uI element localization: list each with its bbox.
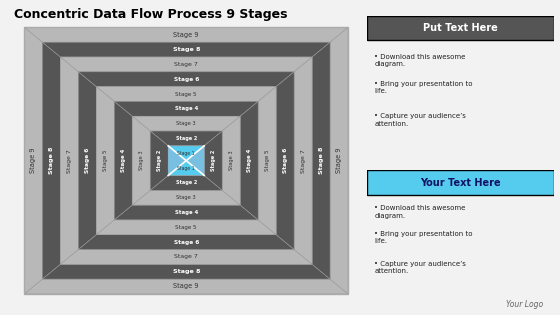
Polygon shape <box>43 42 60 279</box>
Text: Stage 3: Stage 3 <box>176 121 196 126</box>
Polygon shape <box>24 279 348 294</box>
Polygon shape <box>24 27 348 42</box>
Text: Stage 1: Stage 1 <box>178 166 195 170</box>
Polygon shape <box>204 131 222 190</box>
Text: Stage 6: Stage 6 <box>174 77 199 82</box>
Text: Stage 6: Stage 6 <box>174 240 199 244</box>
Text: Stage 9: Stage 9 <box>174 32 199 38</box>
Text: • Capture your audience’s
attention.: • Capture your audience’s attention. <box>374 113 466 127</box>
Text: Stage 9: Stage 9 <box>336 148 342 173</box>
Polygon shape <box>60 57 78 264</box>
Text: Your Logo: Your Logo <box>506 300 543 309</box>
Polygon shape <box>150 131 168 190</box>
Polygon shape <box>114 101 258 116</box>
Text: Stage 2: Stage 2 <box>176 136 197 141</box>
Text: Stage 2: Stage 2 <box>157 150 162 171</box>
Text: Put Text Here: Put Text Here <box>423 23 498 33</box>
Polygon shape <box>330 27 348 294</box>
Text: Stage 9: Stage 9 <box>174 284 199 289</box>
Text: • Capture your audience’s
attention.: • Capture your audience’s attention. <box>374 261 466 274</box>
FancyBboxPatch shape <box>367 16 554 40</box>
FancyBboxPatch shape <box>367 170 554 195</box>
Polygon shape <box>222 116 240 205</box>
Text: Stage 8: Stage 8 <box>49 147 54 174</box>
Text: • Download this awesome
diagram.: • Download this awesome diagram. <box>374 54 466 67</box>
Polygon shape <box>114 101 132 220</box>
Text: Stage 8: Stage 8 <box>172 269 200 274</box>
Polygon shape <box>132 116 150 205</box>
Polygon shape <box>78 235 294 249</box>
Polygon shape <box>96 87 276 101</box>
Polygon shape <box>24 27 43 294</box>
Text: Stage 6: Stage 6 <box>85 148 90 173</box>
Polygon shape <box>258 87 276 235</box>
Polygon shape <box>132 116 240 131</box>
Polygon shape <box>114 205 258 220</box>
Polygon shape <box>240 101 258 220</box>
Polygon shape <box>276 72 294 249</box>
Polygon shape <box>294 57 312 264</box>
Text: • Bring your presentation to
life.: • Bring your presentation to life. <box>374 231 473 244</box>
Text: Stage 4: Stage 4 <box>175 106 198 111</box>
Text: Stage 1: Stage 1 <box>178 151 195 156</box>
Text: Stage 5: Stage 5 <box>265 150 269 171</box>
Polygon shape <box>168 146 186 175</box>
Text: Stage 4: Stage 4 <box>246 149 251 172</box>
Text: Stage 3: Stage 3 <box>228 151 234 170</box>
Polygon shape <box>150 175 222 190</box>
Text: Stage 5: Stage 5 <box>103 150 108 171</box>
Text: Stage 3: Stage 3 <box>176 195 196 200</box>
Polygon shape <box>96 220 276 235</box>
Polygon shape <box>132 190 240 205</box>
Text: Stage 4: Stage 4 <box>121 149 126 172</box>
Polygon shape <box>150 131 222 146</box>
Polygon shape <box>60 57 312 72</box>
Text: Stage 7: Stage 7 <box>301 149 306 173</box>
Text: Stage 6: Stage 6 <box>283 148 288 173</box>
Polygon shape <box>186 146 204 175</box>
Polygon shape <box>168 161 204 175</box>
Text: • Download this awesome
diagram.: • Download this awesome diagram. <box>374 205 466 219</box>
Text: Stage 9: Stage 9 <box>30 148 36 173</box>
Text: Stage 7: Stage 7 <box>174 255 198 259</box>
Polygon shape <box>43 42 330 57</box>
Text: Stage 8: Stage 8 <box>172 47 200 52</box>
Text: Stage 3: Stage 3 <box>139 151 144 170</box>
Text: Stage 5: Stage 5 <box>175 225 197 230</box>
Text: • Bring your presentation to
life.: • Bring your presentation to life. <box>374 81 473 94</box>
Polygon shape <box>96 87 114 235</box>
Text: Stage 2: Stage 2 <box>211 150 216 171</box>
Polygon shape <box>312 42 330 279</box>
Polygon shape <box>168 146 204 161</box>
Polygon shape <box>186 146 204 175</box>
Text: Stage 8: Stage 8 <box>319 147 324 174</box>
Text: Stage 5: Stage 5 <box>175 92 197 96</box>
Text: Your Text Here: Your Text Here <box>421 178 501 188</box>
Polygon shape <box>78 72 294 87</box>
Polygon shape <box>60 249 312 264</box>
Polygon shape <box>168 146 186 175</box>
Text: Stage 7: Stage 7 <box>67 149 72 173</box>
Polygon shape <box>43 264 330 279</box>
Polygon shape <box>78 72 96 249</box>
Text: Stage 4: Stage 4 <box>175 210 198 215</box>
Text: Stage 2: Stage 2 <box>176 180 197 185</box>
Text: Concentric Data Flow Process 9 Stages: Concentric Data Flow Process 9 Stages <box>14 8 287 21</box>
Text: Stage 7: Stage 7 <box>174 62 198 67</box>
